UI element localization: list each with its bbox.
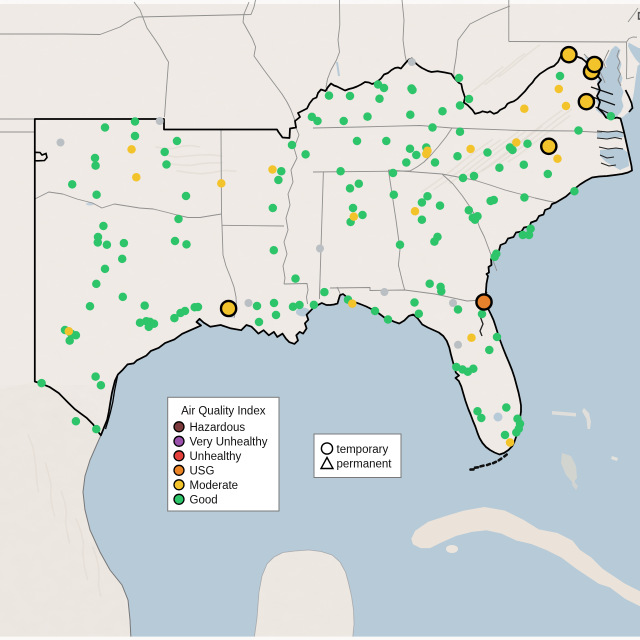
svg-text:Moderate: Moderate (190, 480, 239, 492)
svg-text:Air Quality Index: Air Quality Index (181, 406, 266, 418)
svg-text:USG: USG (190, 466, 215, 478)
svg-text:Good: Good (190, 495, 218, 507)
svg-text:Unhealthy: Unhealthy (190, 451, 242, 463)
svg-text:Very Unhealthy: Very Unhealthy (190, 437, 268, 449)
svg-text:Hazardous: Hazardous (190, 422, 246, 434)
svg-text:temporary: temporary (337, 444, 389, 456)
svg-text:permanent: permanent (337, 459, 393, 471)
